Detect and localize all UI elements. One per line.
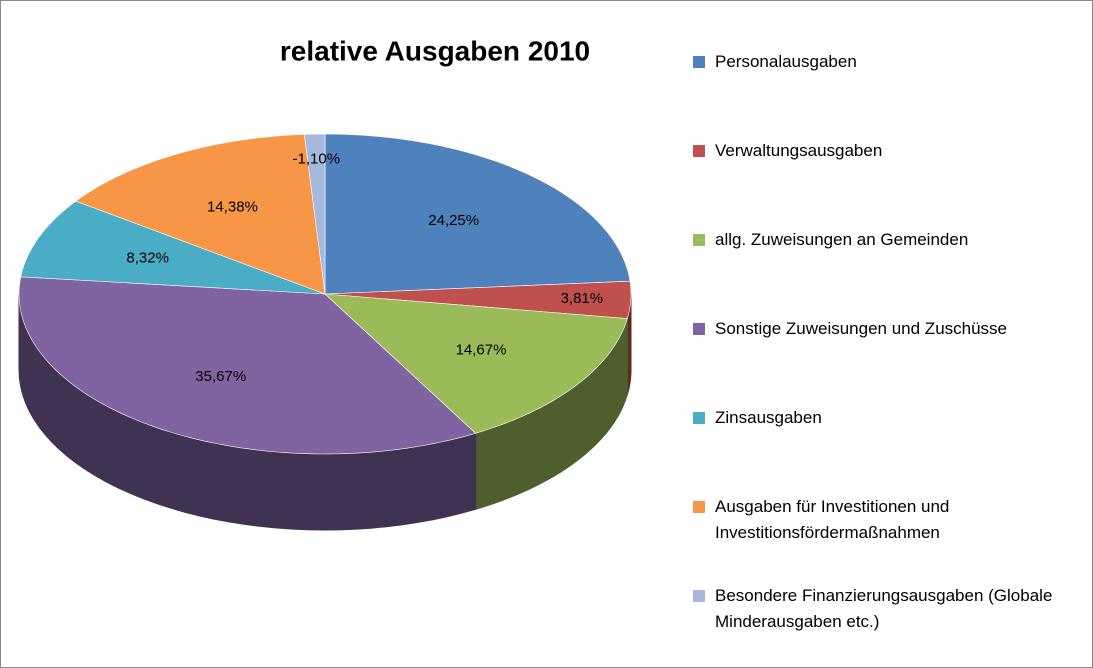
chart-title: relative Ausgaben 2010 bbox=[280, 35, 590, 66]
legend-swatch bbox=[693, 501, 705, 513]
data-label: 24,25% bbox=[428, 212, 479, 229]
legend-label: Verwaltungsausgaben bbox=[715, 141, 883, 160]
slice bbox=[324, 280, 632, 319]
data-label: 14,38% bbox=[207, 198, 258, 215]
legend-swatch bbox=[693, 145, 705, 157]
legend-item: allg. Zuweisungen an Gemeinden bbox=[693, 227, 1075, 253]
legend-swatch bbox=[693, 56, 705, 68]
slice bbox=[75, 134, 326, 295]
legend-swatch bbox=[693, 234, 705, 246]
legend-swatch bbox=[693, 323, 705, 335]
legend-swatch bbox=[693, 590, 705, 602]
legend-item: Ausgaben für Investitionen und Investiti… bbox=[693, 494, 1075, 546]
data-label: 8,32% bbox=[126, 250, 169, 267]
slice bbox=[324, 133, 631, 295]
slice bbox=[324, 293, 628, 434]
data-label: 3,81% bbox=[561, 290, 604, 307]
slice bbox=[20, 200, 326, 295]
slice bbox=[303, 133, 326, 295]
legend-label: Besondere Finanzierungsausgaben (Globale… bbox=[715, 586, 1053, 631]
legend-item: Personalausgaben bbox=[693, 49, 1075, 75]
legend-label: allg. Zuweisungen an Gemeinden bbox=[715, 230, 969, 249]
data-label: 35,67% bbox=[195, 368, 246, 385]
data-label: 14,67% bbox=[456, 341, 507, 358]
legend-label: Sonstige Zuweisungen und Zuschüsse bbox=[715, 319, 1008, 338]
legend-label: Zinsausgaben bbox=[715, 408, 822, 427]
legend-item: Zinsausgaben bbox=[693, 405, 1075, 431]
legend-item: Sonstige Zuweisungen und Zuschüsse bbox=[693, 316, 1075, 342]
legend-label: Ausgaben für Investitionen und Investiti… bbox=[715, 497, 950, 542]
slice bbox=[18, 276, 477, 455]
legend-swatch bbox=[693, 412, 705, 424]
legend-item: Besondere Finanzierungsausgaben (Globale… bbox=[693, 583, 1075, 635]
legend-item: Verwaltungsausgaben bbox=[693, 138, 1075, 164]
data-label: -1,10% bbox=[293, 151, 341, 168]
legend-label: Personalausgaben bbox=[715, 52, 857, 71]
